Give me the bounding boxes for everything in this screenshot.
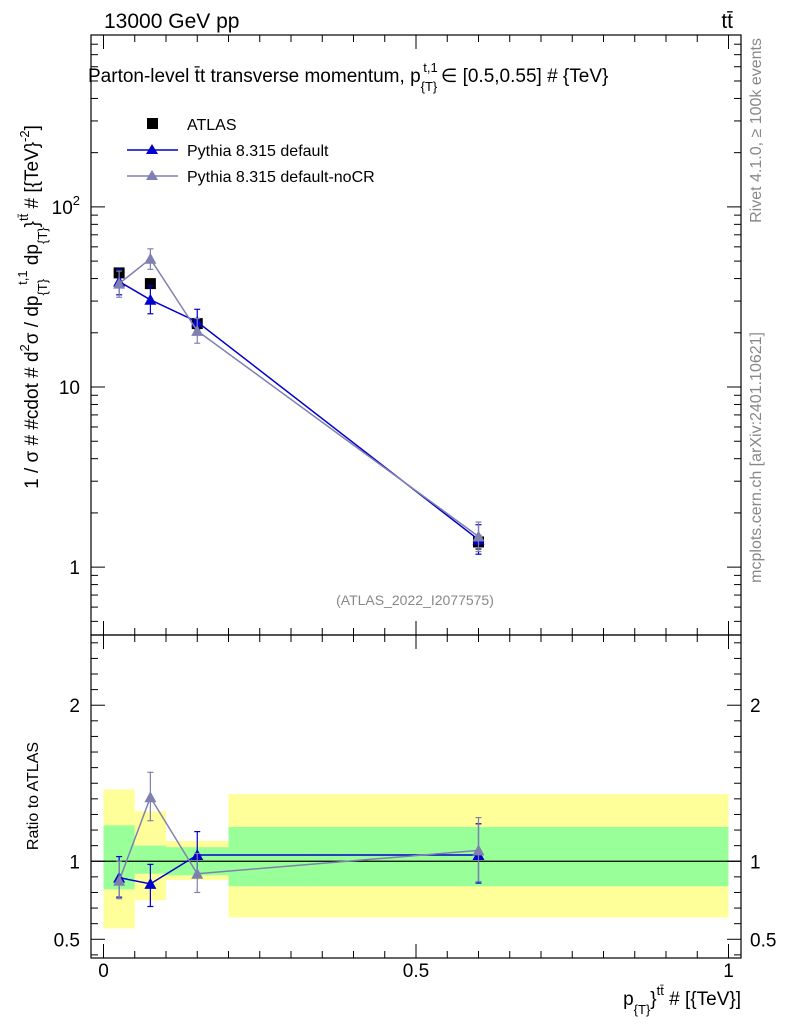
main-ytick-label: 10 <box>59 378 80 399</box>
ratio-ytick-label-left: 1 <box>69 852 80 873</box>
legend-label-nocr: Pythia 8.315 default-noCR <box>187 169 375 186</box>
mcplots-label: mcplots.cern.ch [arXiv:2401.10621] <box>748 332 765 583</box>
ratio-default-line <box>118 854 479 885</box>
ratio-nocr-point <box>191 867 204 879</box>
default-line <box>118 280 479 541</box>
main-ylabel: 1 / σ # #cdot # d2σ / dp{T}t,1 dp{T}}tt̄… <box>15 125 50 489</box>
header-left: 13000 GeV pp <box>104 10 239 33</box>
legend-marker-nocr <box>146 170 158 180</box>
ratio-ytick-label-left: 2 <box>69 696 80 717</box>
nocr-point <box>113 277 126 289</box>
ratio-ytick-label-right: 2 <box>750 696 761 717</box>
ratio-xtick-label: 1 <box>723 961 734 982</box>
ratio-ytick-label-left: 0.5 <box>54 930 80 951</box>
ratio-ylabel: Ratio to ATLAS <box>25 742 42 850</box>
ratio-nocr-line <box>118 795 479 882</box>
legend-label-atlas: ATLAS <box>187 117 237 134</box>
chart-title: Parton-level t̄t transverse momentum, p{… <box>88 60 608 94</box>
ratio-ytick-label-right: 1 <box>750 852 761 873</box>
nocr-line <box>118 257 479 538</box>
legend-label-default: Pythia 8.315 default <box>187 143 329 160</box>
analysis-watermark: (ATLAS_2022_I2077575) <box>336 592 494 608</box>
ratio-panel: 0.5 0.5 1 1 2 2 0 0.5 1 Ratio to ATLAS p{T}}tt̄… <box>25 634 776 1017</box>
main-ytick-label: 1 <box>69 558 80 579</box>
ratio-ytick-label-right: 0.5 <box>750 930 776 951</box>
ratio-nocr-point <box>144 791 157 803</box>
main-panel: 1 10 102 Parton-level t̄t transverse momen… <box>15 34 742 636</box>
rivet-label: Rivet 4.1.0, ≥ 100k events <box>748 38 765 223</box>
ratio-nocr-point <box>113 874 126 886</box>
legend-marker-atlas <box>147 118 158 129</box>
nocr-point <box>144 252 157 264</box>
atlas-point <box>144 278 156 290</box>
header-right: tt̄ <box>721 10 733 33</box>
ratio-nocr-point <box>472 844 485 856</box>
legend: ATLAS Pythia 8.315 default Pythia 8.315 … <box>127 117 375 186</box>
nocr-point <box>191 324 204 336</box>
nocr-point <box>472 530 485 542</box>
legend-marker-default <box>146 144 158 154</box>
default-point <box>144 293 157 305</box>
ratio-default-point <box>144 877 157 889</box>
ratio-xtick-label: 0 <box>98 961 109 982</box>
ratio-xtick-label: 0.5 <box>403 961 429 982</box>
main-ytick-label: 102 <box>52 193 80 219</box>
ratio-xlabel: p{T}}tt̄ # [{TeV}] <box>623 983 741 1017</box>
